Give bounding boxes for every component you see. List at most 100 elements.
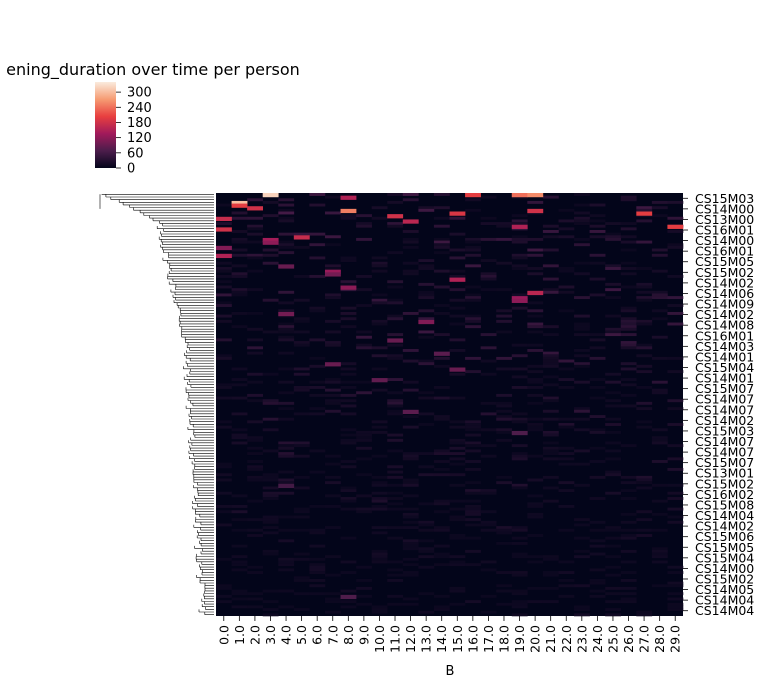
heatmap-cell — [589, 219, 606, 223]
heatmap-cell — [542, 446, 559, 450]
heatmap-cell — [667, 507, 684, 511]
heatmap-cell — [589, 261, 606, 265]
heatmap-cell-highlight — [278, 264, 295, 269]
heatmap-cell — [542, 356, 559, 360]
heatmap-cell — [589, 356, 606, 360]
heatmap-cell — [293, 330, 310, 334]
heatmap-cell — [293, 528, 310, 532]
heatmap-cell-highlight — [262, 240, 279, 245]
heatmap-cell — [636, 354, 653, 358]
heatmap-cell — [511, 354, 528, 358]
heatmap-cell — [449, 586, 466, 590]
heatmap-cell — [542, 290, 559, 294]
heatmap-cell — [620, 536, 637, 540]
heatmap-cell — [387, 475, 404, 479]
heatmap-cell — [496, 224, 513, 228]
x-tick-label: 29.0 — [668, 625, 683, 653]
heatmap-cell — [620, 367, 637, 371]
heatmap-cell — [480, 610, 497, 614]
heatmap-cell — [511, 417, 528, 421]
heatmap-cell — [278, 208, 295, 212]
heatmap-cell — [262, 473, 279, 477]
heatmap-cell-highlight — [511, 193, 528, 198]
heatmap-cell — [651, 290, 668, 294]
heatmap-cell — [542, 359, 559, 363]
heatmap-cell — [465, 423, 481, 426]
heatmap-cell — [589, 396, 606, 400]
heatmap-cell — [480, 346, 497, 350]
heatmap-cell — [527, 272, 544, 276]
heatmap-cell — [324, 211, 341, 215]
heatmap-cell — [542, 452, 559, 456]
heatmap-cell — [262, 475, 279, 479]
heatmap-cell — [433, 473, 450, 477]
heatmap-cell — [418, 264, 435, 268]
heatmap-cell-highlight — [262, 193, 279, 198]
heatmap-cell — [480, 491, 497, 495]
heatmap-cell — [231, 248, 248, 252]
heatmap-cell — [465, 549, 481, 553]
heatmap-cell — [527, 504, 544, 508]
heatmap-cell — [605, 327, 622, 331]
heatmap-cell — [558, 571, 575, 574]
heatmap-cell — [558, 309, 575, 313]
heatmap-cell — [667, 571, 684, 574]
y-tick-label: CS15M08 — [695, 497, 754, 512]
x-tick-label: 16.0 — [465, 625, 480, 653]
y-tick-label: CS15M02 — [695, 476, 754, 491]
heatmap-cell — [511, 412, 528, 416]
heatmap-cell — [496, 475, 513, 479]
heatmap-cell — [651, 552, 668, 556]
heatmap-cell — [605, 586, 622, 590]
heatmap-cell — [278, 251, 295, 255]
heatmap-cell — [449, 288, 466, 292]
heatmap-cell — [589, 203, 606, 207]
y-tick-label: CS15M06 — [695, 529, 754, 544]
heatmap-cell — [247, 571, 263, 574]
heatmap-cell — [324, 504, 341, 508]
heatmap-cell — [449, 274, 466, 278]
heatmap-cell — [216, 523, 232, 527]
heatmap-cell — [449, 589, 466, 593]
heatmap-cell — [309, 449, 326, 453]
heatmap-cell — [231, 528, 248, 532]
heatmap-cell — [620, 333, 637, 337]
heatmap-cell — [605, 399, 622, 403]
heatmap-cell — [574, 364, 590, 368]
heatmap-cell — [589, 224, 606, 228]
heatmap-cell — [418, 335, 435, 339]
heatmap-cell — [262, 613, 279, 617]
heatmap-cell — [387, 343, 404, 347]
heatmap-cell — [651, 549, 668, 553]
heatmap-cell — [324, 388, 341, 392]
y-tick-label: CS15M04 — [695, 550, 754, 565]
heatmap-cell — [231, 510, 248, 514]
heatmap-cell — [511, 420, 528, 424]
heatmap-cell — [542, 383, 559, 387]
heatmap-cell — [605, 380, 622, 384]
y-tick-label: CS15M05 — [695, 254, 754, 269]
heatmap-cell — [465, 237, 481, 241]
heatmap-cell — [340, 571, 357, 574]
heatmap-cell — [387, 573, 404, 577]
heatmap-cell — [480, 237, 497, 241]
x-tick-label: 2.0 — [247, 625, 262, 645]
heatmap-cell — [605, 222, 622, 226]
heatmap-cell — [324, 555, 341, 559]
heatmap-cell — [605, 314, 622, 318]
heatmap-cell — [542, 396, 559, 400]
heatmap-cell — [324, 319, 341, 323]
heatmap-cell — [620, 227, 637, 231]
heatmap-cell — [620, 592, 637, 596]
heatmap-cell — [620, 383, 637, 387]
heatmap-cell — [636, 518, 653, 522]
heatmap-cell — [542, 364, 559, 368]
heatmap-cell — [589, 235, 606, 239]
heatmap-cell — [496, 428, 513, 432]
heatmap-cell — [465, 264, 481, 268]
heatmap-cell — [511, 600, 528, 604]
y-tick-label: CS15M03 — [695, 423, 754, 438]
heatmap-cell — [231, 597, 248, 601]
heatmap-cell — [433, 417, 450, 421]
heatmap-cell — [402, 457, 419, 461]
